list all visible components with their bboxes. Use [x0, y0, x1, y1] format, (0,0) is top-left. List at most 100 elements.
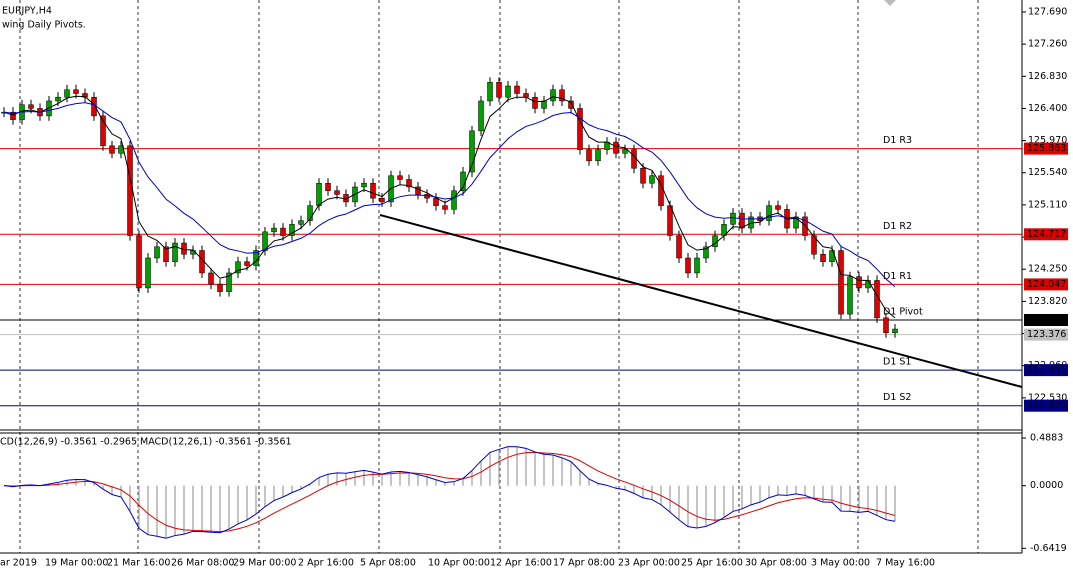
x-tick-label: 2 Apr 16:00 — [298, 558, 354, 569]
candle — [856, 276, 862, 289]
candle — [559, 89, 565, 102]
x-tick-label: 7 May 16:00 — [876, 558, 935, 569]
price-box — [1024, 228, 1068, 241]
candle — [226, 272, 232, 292]
x-tick-label: 3 May 00:00 — [811, 558, 870, 569]
price-box-label: 123.376 — [1027, 329, 1066, 340]
x-tick-label: 23 Apr 00:00 — [618, 558, 680, 569]
price-box-label: 124.717 — [1027, 229, 1066, 240]
scroll-icon — [884, 0, 896, 6]
candle — [208, 272, 214, 285]
x-tick-label: 26 Mar 08:00 — [171, 558, 234, 569]
candle — [109, 145, 115, 154]
x-tick-label: 21 Mar 16:00 — [107, 558, 170, 569]
candle — [361, 182, 367, 188]
candle — [217, 283, 223, 292]
candle — [100, 115, 106, 147]
candle — [730, 212, 736, 225]
candle — [172, 242, 178, 262]
candle — [235, 261, 241, 274]
candle — [46, 100, 52, 117]
chart-title: EURJPY,H4 — [2, 6, 52, 17]
candle — [487, 82, 493, 102]
candle — [514, 85, 520, 94]
moving-average — [3, 102, 896, 288]
candle — [622, 149, 628, 154]
signal-line — [3, 451, 896, 533]
candle — [28, 104, 34, 109]
candle — [811, 235, 817, 255]
price-box-label: 124.047 — [1027, 279, 1066, 290]
indicator-label: CD(12,26,9) -0.3561 -0.2965 MACD(12,26,1… — [0, 437, 292, 448]
y-tick-label: 127.690 — [1028, 6, 1067, 17]
candle — [703, 246, 709, 259]
candle — [136, 235, 142, 289]
x-tick-label: 25 Apr 16:00 — [681, 558, 743, 569]
pivot-label: D1 R2 — [883, 221, 912, 232]
candle — [244, 261, 250, 266]
candle — [532, 96, 538, 109]
candle — [595, 149, 601, 162]
candle — [163, 246, 169, 262]
y-tick-label: 126.830 — [1028, 71, 1067, 82]
x-tick-label: 17 Apr 08:00 — [553, 558, 615, 569]
candle — [775, 205, 781, 210]
candle — [469, 130, 475, 173]
candle — [883, 317, 889, 334]
candle — [334, 190, 340, 195]
x-tick-label: 19 Mar 00:00 — [45, 558, 108, 569]
plot-area: D1 R3 D1 R2 D1 R1 D1 Pivot D1 S1 D1 S2 — [0, 77, 1022, 539]
candle — [307, 205, 313, 221]
y-tick-label: 0.4883 — [1030, 433, 1063, 444]
candle — [892, 328, 898, 334]
candle — [541, 100, 547, 109]
candle — [523, 93, 529, 98]
candle — [577, 108, 583, 150]
candle — [397, 175, 403, 180]
candle — [73, 89, 79, 94]
pivot-label: D1 S1 — [883, 357, 911, 368]
candle — [685, 257, 691, 274]
candle — [55, 96, 61, 102]
candle — [10, 111, 16, 120]
candle — [676, 235, 682, 259]
candle — [145, 257, 151, 289]
candle — [820, 254, 826, 262]
candle — [613, 141, 619, 154]
candle — [568, 100, 574, 109]
candle — [442, 205, 448, 210]
trend-line — [379, 214, 1023, 388]
y-tick-label: 125.540 — [1028, 167, 1067, 178]
x-tick-label: 10 Apr 00:00 — [428, 558, 490, 569]
y-tick-label: 125.970 — [1028, 135, 1067, 146]
candle — [802, 216, 808, 236]
x-tick-label: ar 2019 — [0, 558, 37, 569]
price-box — [1024, 328, 1068, 341]
candle — [640, 168, 646, 184]
candle — [262, 231, 268, 251]
price-axis: 127.690 127.260 126.830 126.400 125.970 125.5… — [1022, 6, 1068, 554]
price-box — [1024, 399, 1068, 412]
candle — [127, 145, 133, 236]
candle — [766, 205, 772, 221]
candle — [298, 220, 304, 225]
price-box — [1024, 142, 1068, 155]
candle — [64, 89, 70, 98]
price-box-label: 125.863 — [1027, 143, 1066, 154]
pivot-label: D1 Pivot — [883, 306, 923, 317]
candle — [289, 224, 295, 236]
candle — [847, 276, 853, 315]
x-tick-label: 12 Apr 16:00 — [490, 558, 552, 569]
candle — [316, 182, 322, 206]
pivot-label: D1 R3 — [883, 135, 912, 146]
macd-line — [3, 446, 896, 539]
moving-average — [3, 95, 896, 319]
x-tick-label: 30 Apr 08:00 — [745, 558, 807, 569]
x-tick-label: 5 Apr 08:00 — [360, 558, 416, 569]
candle — [478, 100, 484, 132]
y-tick-label: 126.400 — [1028, 103, 1067, 114]
price-box-label: 122.901 — [1027, 365, 1066, 376]
candle — [451, 190, 457, 210]
price-box — [1024, 278, 1068, 291]
